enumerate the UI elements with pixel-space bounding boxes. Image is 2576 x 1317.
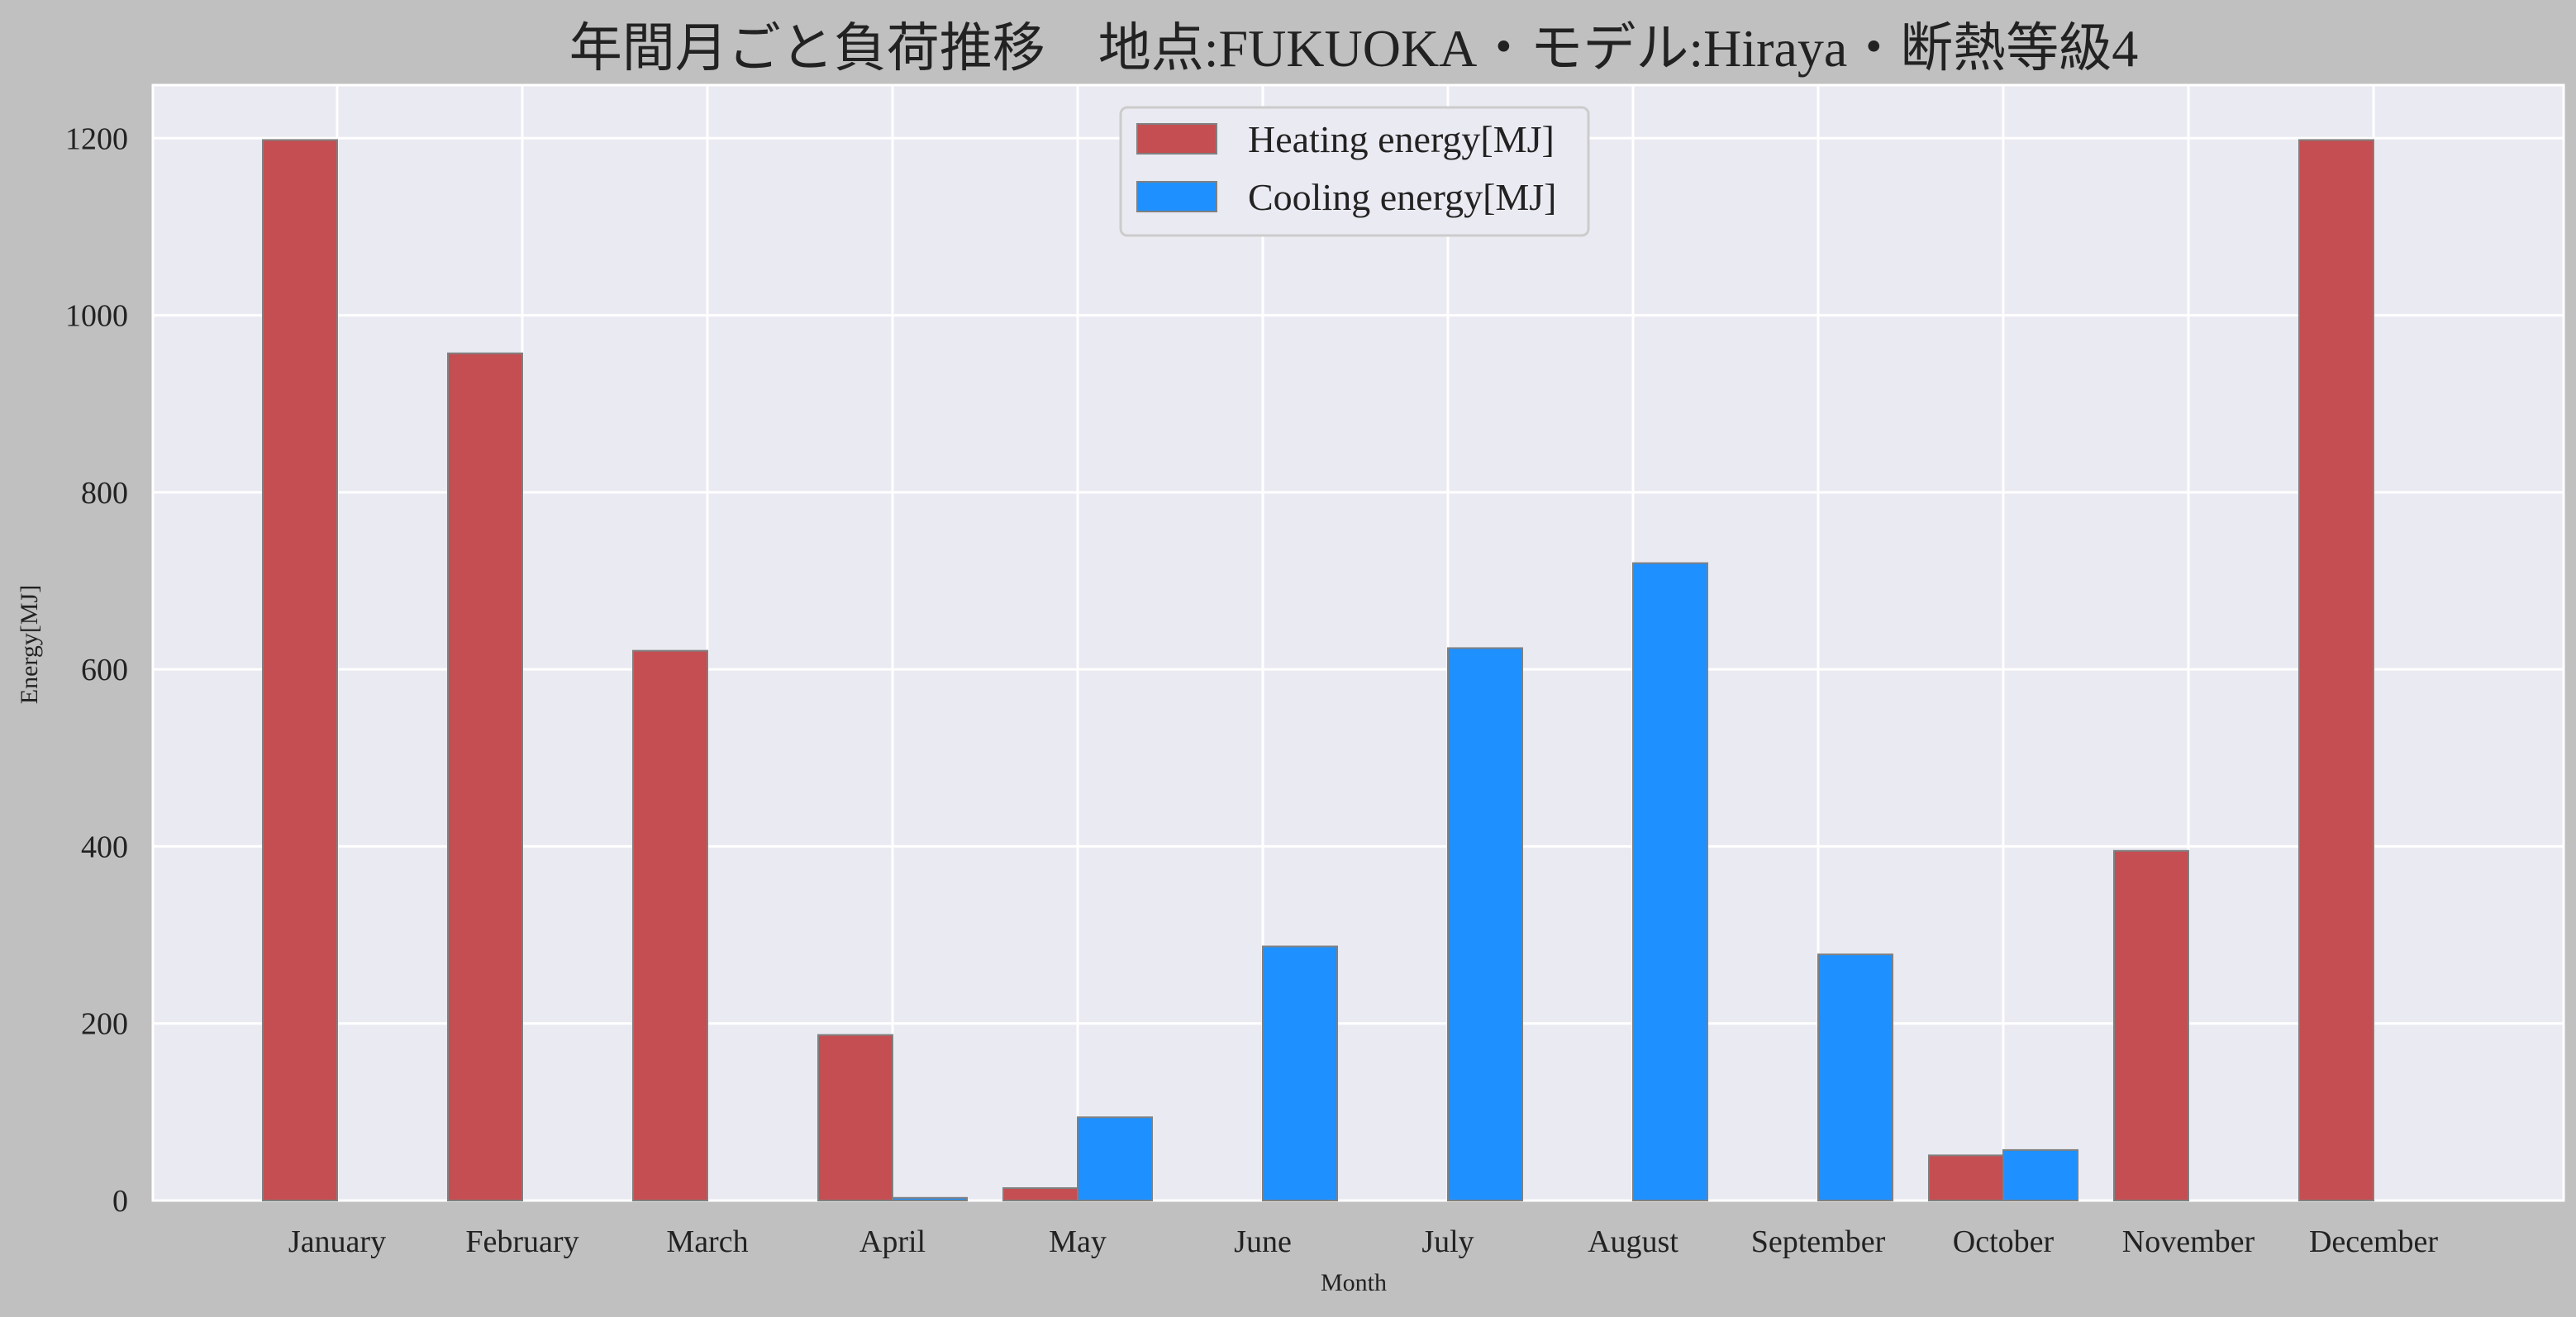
y-tick-labels: 0 200 400 600 800 1000 1200: [65, 121, 128, 1219]
cooling-bar-june: [1262, 945, 1338, 1201]
x-axis-label: Month: [1321, 1269, 1387, 1296]
chart-title: 年間月ごと負荷推移 地点:FUKUOKA・モデル:Hiraya・断熱等級4: [569, 19, 2139, 78]
x-tick-label: June: [1234, 1224, 1292, 1259]
heating-bar-april: [817, 1034, 893, 1201]
cooling-bar-august: [1632, 562, 1708, 1201]
x-tick-label: October: [1953, 1224, 2055, 1259]
y-tick-label: 0: [112, 1184, 128, 1219]
legend-label: Heating energy[MJ]: [1248, 118, 1555, 160]
x-tick-labels: January February March April May June July Augu…: [288, 1224, 2438, 1259]
x-tick-label: July: [1421, 1224, 1474, 1259]
cooling-bar-october: [2002, 1148, 2078, 1202]
legend-label: Cooling energy[MJ]: [1248, 176, 1557, 218]
cooling-bar-july: [1447, 647, 1523, 1201]
y-tick-label: 1200: [65, 121, 128, 156]
y-tick-label: 800: [81, 476, 128, 511]
x-tick-label: March: [666, 1224, 748, 1259]
x-tick-label: August: [1588, 1224, 1678, 1259]
heating-bar-february: [447, 352, 523, 1202]
x-tick-label: May: [1049, 1224, 1107, 1259]
bars: [262, 139, 2374, 1202]
y-tick-label: 600: [81, 653, 128, 687]
x-tick-label: February: [465, 1224, 579, 1259]
y-tick-label: 200: [81, 1007, 128, 1042]
legend-swatch: [1136, 123, 1217, 155]
heating-bar-march: [632, 649, 708, 1201]
y-tick-label: 1000: [65, 299, 128, 334]
y-tick-label: 400: [81, 830, 128, 864]
heating-bar-december: [2298, 139, 2374, 1201]
legend-swatch: [1136, 181, 1217, 212]
cooling-bar-september: [1817, 953, 1893, 1201]
x-tick-label: September: [1751, 1224, 1886, 1259]
legend-box: [1119, 106, 1590, 237]
heating-bar-october: [1928, 1154, 2004, 1202]
cooling-bar-april: [892, 1196, 968, 1202]
heating-bar-may: [1002, 1187, 1078, 1201]
heating-bar-november: [2113, 849, 2189, 1202]
x-tick-label: January: [288, 1224, 386, 1259]
y-axis-label: Energy[MJ]: [16, 585, 43, 704]
legend: Heating energy[MJ] Cooling energy[MJ]: [1119, 106, 1590, 237]
x-tick-label: April: [859, 1224, 926, 1259]
cooling-bar-may: [1077, 1116, 1153, 1202]
x-tick-label: December: [2309, 1224, 2438, 1259]
heating-bar-january: [262, 139, 338, 1201]
x-tick-label: November: [2122, 1224, 2255, 1259]
